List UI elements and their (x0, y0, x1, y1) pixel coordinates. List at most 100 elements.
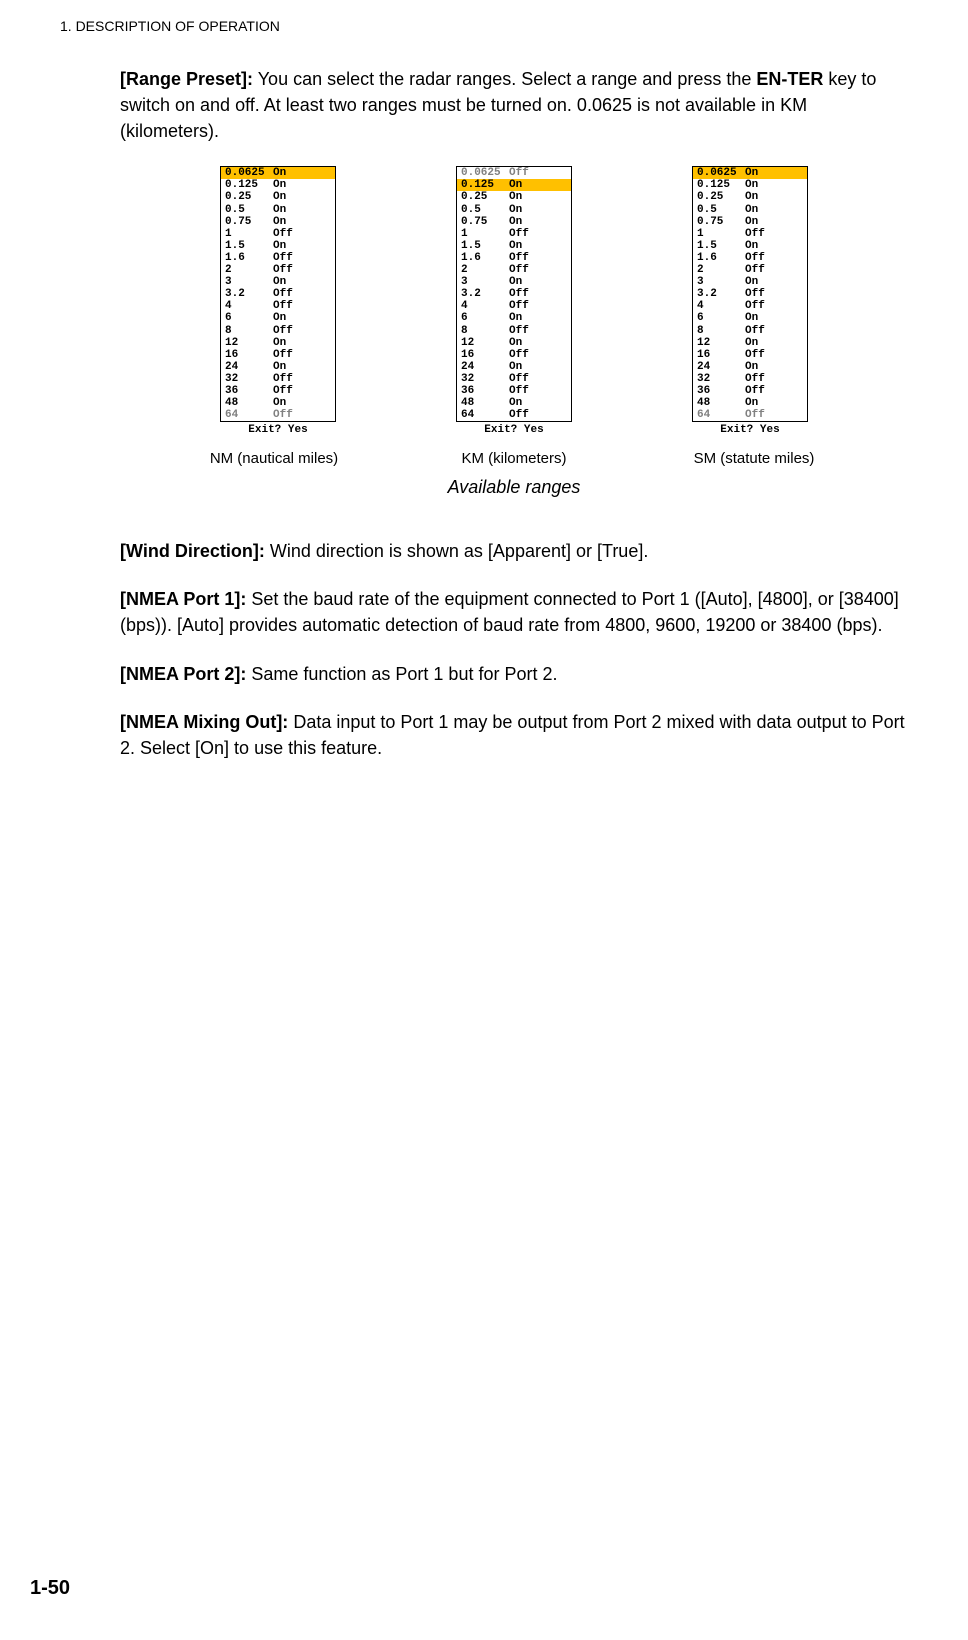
range-row: 6On (221, 312, 335, 324)
range-state: On (273, 397, 331, 409)
range-value: 0.0625 (225, 167, 273, 179)
range-state: Off (509, 264, 567, 276)
text: Same function as Port 1 but for Port 2. (246, 664, 557, 684)
range-row: 16Off (221, 349, 335, 361)
range-value: 36 (461, 385, 509, 397)
label-nmea-mixing-out: [NMEA Mixing Out]: (120, 712, 288, 732)
range-row: 0.0625Off (457, 167, 571, 179)
range-value: 1.5 (697, 240, 745, 252)
range-value: 3.2 (697, 288, 745, 300)
range-value: 36 (225, 385, 273, 397)
range-value: 36 (697, 385, 745, 397)
range-state: Off (745, 252, 803, 264)
range-row: 64Off (457, 409, 571, 421)
range-value: 64 (697, 409, 745, 421)
range-state: On (745, 216, 803, 228)
range-row: 64Off (221, 409, 335, 421)
range-box-nm: 0.0625On0.125On0.25On0.5On0.75On1Off1.5O… (220, 166, 336, 438)
range-value: 4 (697, 300, 745, 312)
range-value: 12 (461, 337, 509, 349)
range-state: Off (273, 300, 331, 312)
range-state: Off (745, 349, 803, 361)
range-row: 48On (693, 397, 807, 409)
range-state: On (273, 179, 331, 191)
range-value: 2 (697, 264, 745, 276)
range-state: On (745, 276, 803, 288)
range-state: On (509, 179, 567, 191)
range-state: On (273, 312, 331, 324)
text: You can select the radar ranges. Select … (253, 69, 756, 89)
page-number: 1-50 (30, 1577, 70, 1600)
range-row: 48On (457, 397, 571, 409)
range-row: 48On (221, 397, 335, 409)
range-state: On (509, 216, 567, 228)
para-wind-direction: [Wind Direction]: Wind direction is show… (120, 538, 908, 564)
range-value: 0.125 (461, 179, 509, 191)
range-state: Off (745, 373, 803, 385)
range-row: 4Off (693, 300, 807, 312)
range-state: Off (273, 409, 331, 421)
range-state: Off (745, 264, 803, 276)
range-state: Off (509, 385, 567, 397)
range-value: 48 (461, 397, 509, 409)
range-state: Off (273, 288, 331, 300)
range-value: 3 (461, 276, 509, 288)
range-value: 0.125 (225, 179, 273, 191)
range-row: 12On (221, 337, 335, 349)
range-row: 36Off (221, 385, 335, 397)
range-row: 2Off (221, 264, 335, 276)
range-value: 1.6 (461, 252, 509, 264)
range-state: Off (509, 167, 567, 179)
label-nmea-port-1: [NMEA Port 1]: (120, 589, 246, 609)
range-row: 1.6Off (221, 252, 335, 264)
range-state: On (273, 276, 331, 288)
range-row: 4Off (457, 300, 571, 312)
range-row: 1.6Off (457, 252, 571, 264)
range-value: 8 (225, 325, 273, 337)
range-row: 1.6Off (693, 252, 807, 264)
range-row: 3On (693, 276, 807, 288)
range-box-sm: 0.0625On0.125On0.25On0.5On0.75On1Off1.5O… (692, 166, 808, 438)
label-wind-direction: [Wind Direction]: (120, 541, 265, 561)
range-value: 1.6 (697, 252, 745, 264)
range-row: 36Off (457, 385, 571, 397)
range-value: 0.0625 (461, 167, 509, 179)
range-value: 24 (697, 361, 745, 373)
range-value: 16 (697, 349, 745, 361)
caption-km: KM (kilometers) (424, 450, 604, 467)
range-row: 0.75On (457, 216, 571, 228)
range-value: 3.2 (461, 288, 509, 300)
figure-captions: NM (nautical miles) KM (kilometers) SM (… (120, 450, 908, 467)
range-state: Off (509, 325, 567, 337)
range-value: 12 (697, 337, 745, 349)
range-row: 0.5On (693, 204, 807, 216)
range-row: 2Off (457, 264, 571, 276)
range-value: 8 (461, 325, 509, 337)
range-state: Off (509, 252, 567, 264)
caption-nm: NM (nautical miles) (184, 450, 364, 467)
range-state: On (509, 204, 567, 216)
range-row: 0.75On (221, 216, 335, 228)
figure-available-ranges: 0.0625On0.125On0.25On0.5On0.75On1Off1.5O… (120, 166, 908, 438)
label-enter-key: EN-TER (756, 69, 823, 89)
range-row: 1Off (221, 228, 335, 240)
range-value: 24 (461, 361, 509, 373)
text: Wind direction is shown as [Apparent] or… (265, 541, 649, 561)
range-state: On (745, 397, 803, 409)
range-row: 12On (457, 337, 571, 349)
range-value: 1.5 (225, 240, 273, 252)
range-value: 64 (225, 409, 273, 421)
range-state: Off (509, 228, 567, 240)
range-state: Off (509, 373, 567, 385)
range-value: 48 (225, 397, 273, 409)
range-value: 1 (697, 228, 745, 240)
range-state: On (273, 361, 331, 373)
range-row: 24On (457, 361, 571, 373)
range-state: Off (745, 300, 803, 312)
caption-sm: SM (statute miles) (664, 450, 844, 467)
range-row: 0.25On (693, 191, 807, 203)
label-range-preset: [Range Preset]: (120, 69, 253, 89)
range-value: 4 (461, 300, 509, 312)
range-state: Off (745, 228, 803, 240)
range-state: On (509, 397, 567, 409)
